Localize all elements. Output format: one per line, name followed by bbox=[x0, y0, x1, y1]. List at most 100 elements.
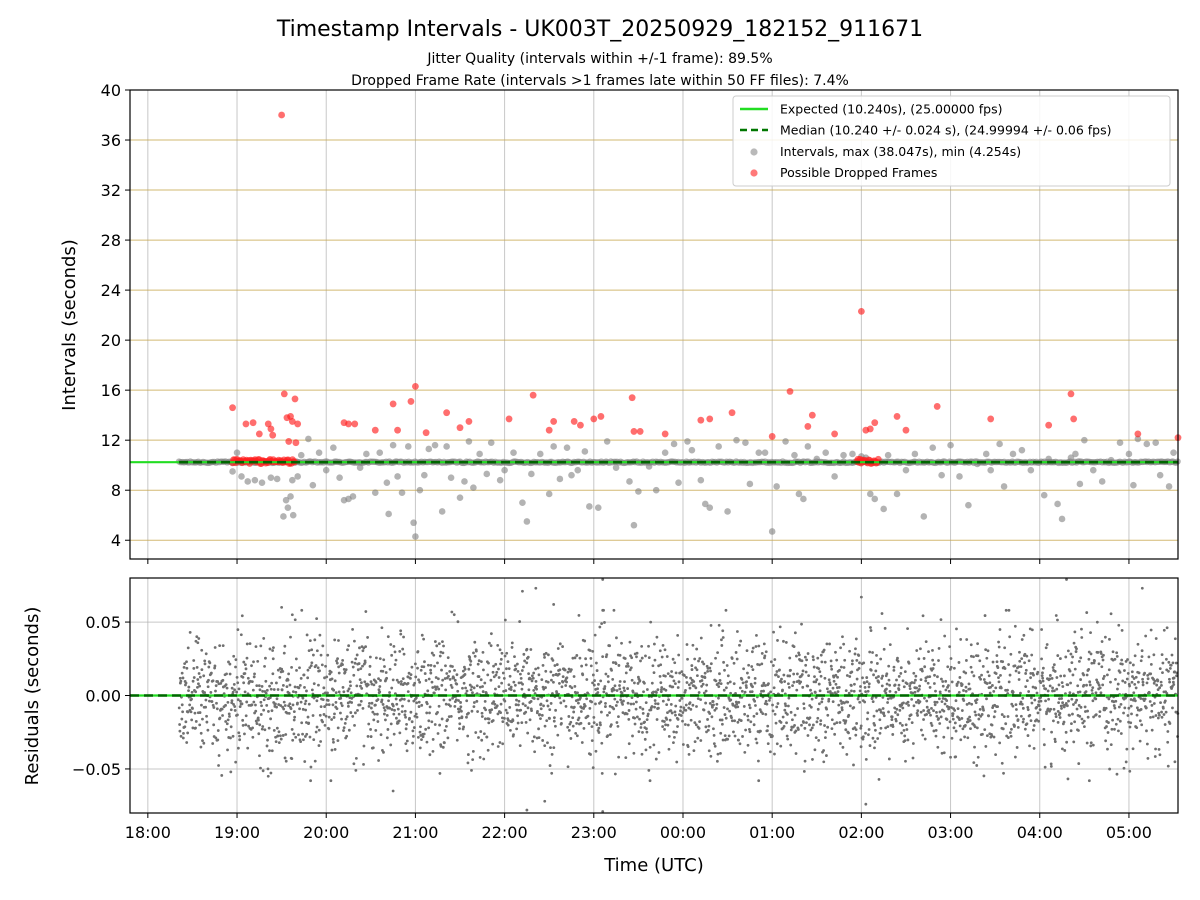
interval-point bbox=[1058, 515, 1066, 523]
residual-point bbox=[428, 753, 432, 757]
residual-point bbox=[465, 689, 469, 693]
residual-point bbox=[1128, 769, 1132, 773]
residual-point bbox=[420, 738, 423, 742]
residual-point bbox=[700, 684, 704, 688]
residual-point bbox=[846, 700, 850, 704]
residual-point bbox=[1021, 696, 1025, 700]
residual-point bbox=[1069, 681, 1072, 685]
residual-point bbox=[1116, 717, 1120, 721]
interval-point bbox=[465, 438, 473, 445]
residual-point bbox=[1064, 730, 1068, 734]
residual-point bbox=[348, 680, 352, 684]
residual-point bbox=[480, 715, 484, 718]
residual-point bbox=[1169, 663, 1173, 667]
residual-point bbox=[727, 734, 731, 738]
residual-point bbox=[926, 681, 930, 685]
residual-point bbox=[655, 635, 659, 639]
interval-point bbox=[831, 473, 838, 480]
residual-point bbox=[575, 734, 579, 738]
residual-point bbox=[835, 721, 839, 725]
residual-point bbox=[256, 716, 260, 720]
residual-point bbox=[525, 647, 529, 651]
residual-point bbox=[245, 700, 249, 704]
residual-point bbox=[520, 687, 524, 691]
residual-point bbox=[1088, 680, 1092, 684]
residual-point bbox=[314, 730, 318, 734]
residual-point bbox=[746, 743, 750, 747]
residual-point bbox=[1100, 640, 1104, 643]
interval-point bbox=[412, 533, 419, 540]
residual-point bbox=[228, 672, 232, 676]
interval-point bbox=[421, 471, 428, 479]
residual-point bbox=[633, 716, 637, 720]
residual-point bbox=[1174, 661, 1178, 665]
residual-point bbox=[180, 671, 184, 675]
residual-point bbox=[241, 718, 245, 722]
residual-point bbox=[353, 639, 356, 643]
residual-point bbox=[789, 710, 793, 714]
residual-point bbox=[501, 671, 505, 675]
residual-point bbox=[997, 640, 1000, 644]
residual-point bbox=[206, 685, 210, 689]
residual-point bbox=[1054, 614, 1058, 617]
residual-point bbox=[362, 763, 365, 766]
residual-point bbox=[298, 683, 302, 687]
residual-point bbox=[603, 621, 606, 624]
residual-point bbox=[372, 683, 376, 687]
residual-point bbox=[881, 695, 885, 699]
residual-point bbox=[493, 702, 497, 706]
residual-point bbox=[517, 681, 521, 685]
residual-point bbox=[885, 672, 889, 676]
residual-point bbox=[687, 752, 691, 756]
residual-point bbox=[963, 723, 967, 727]
residual-point bbox=[182, 731, 185, 735]
dropped-frame-point bbox=[371, 426, 379, 434]
residual-point bbox=[272, 646, 275, 649]
residual-point bbox=[680, 697, 684, 700]
residual-point bbox=[411, 741, 415, 745]
residual-point bbox=[716, 752, 720, 756]
interval-point bbox=[1170, 449, 1177, 456]
residual-point bbox=[266, 767, 270, 771]
residual-point bbox=[292, 732, 296, 736]
residual-point bbox=[735, 630, 739, 633]
dropped-frame-point bbox=[697, 416, 705, 424]
residual-point bbox=[388, 706, 392, 710]
residual-point bbox=[1085, 611, 1089, 614]
residual-point bbox=[323, 723, 327, 727]
residual-point bbox=[652, 671, 656, 675]
residual-point bbox=[486, 673, 490, 677]
residual-point bbox=[767, 682, 770, 686]
residual-point bbox=[283, 644, 287, 648]
residual-point bbox=[1080, 636, 1084, 639]
residual-point bbox=[346, 648, 349, 652]
residual-point bbox=[1116, 687, 1119, 691]
interval-point bbox=[289, 476, 296, 484]
residual-point bbox=[418, 746, 422, 750]
residual-point bbox=[726, 681, 730, 685]
time-xtick-label: 18:00 bbox=[125, 823, 171, 842]
residual-point bbox=[342, 726, 346, 730]
residual-point bbox=[1146, 756, 1150, 760]
residual-point bbox=[715, 759, 719, 763]
residual-point bbox=[478, 685, 482, 689]
residual-point bbox=[287, 672, 291, 676]
residual-point bbox=[831, 700, 835, 704]
residual-point bbox=[960, 709, 964, 712]
residual-point bbox=[957, 691, 961, 694]
residual-point bbox=[318, 713, 322, 717]
residual-point bbox=[540, 713, 544, 717]
residual-point bbox=[745, 680, 749, 684]
residual-point bbox=[343, 722, 347, 725]
residual-point bbox=[706, 670, 710, 673]
residual-point bbox=[469, 663, 472, 667]
residual-point bbox=[462, 725, 466, 729]
residual-point bbox=[217, 754, 221, 757]
residual-point bbox=[377, 677, 380, 681]
residual-point bbox=[857, 654, 861, 657]
residual-point bbox=[293, 715, 297, 719]
residual-point bbox=[1131, 675, 1134, 678]
residual-point bbox=[665, 655, 669, 658]
residual-point bbox=[845, 753, 849, 756]
dropped-frame-point bbox=[294, 420, 302, 428]
